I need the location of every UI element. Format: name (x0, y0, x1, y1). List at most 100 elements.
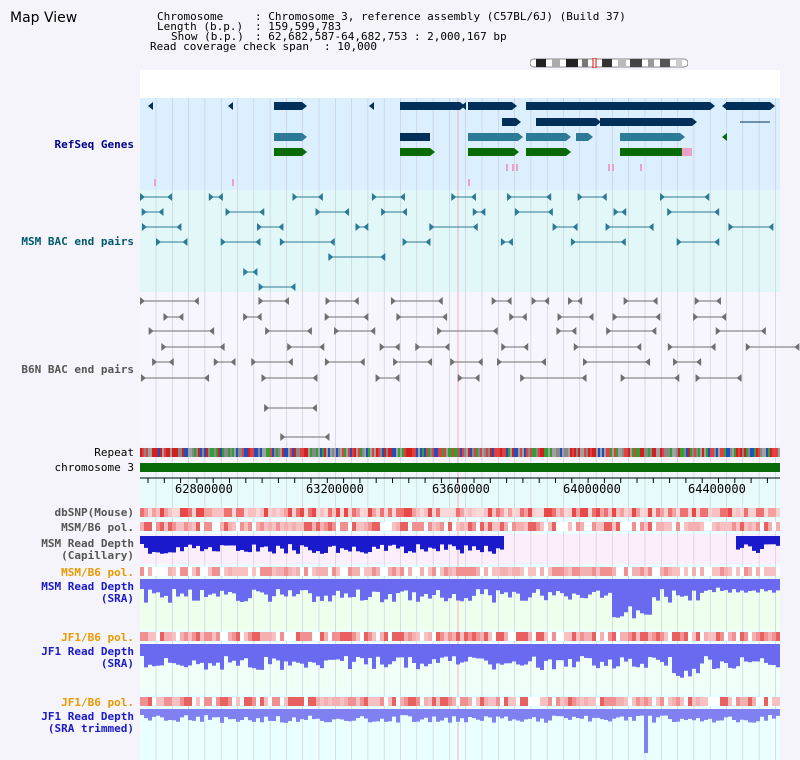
pol-cell (180, 522, 184, 531)
depth-bar (520, 579, 524, 601)
depth-bar (480, 536, 484, 553)
bac-end-pair (324, 313, 369, 321)
pol-cell (436, 522, 440, 531)
track-label-jf1-depth-trimmed[interactable]: JF1 Read Depth (SRA trimmed) (41, 710, 134, 735)
track-label-msm-depth-capillary[interactable]: MSM Read Depth (Capillary) (41, 537, 134, 562)
depth-bar (292, 644, 296, 662)
pol-cell (364, 522, 368, 531)
gene-feature (400, 148, 435, 156)
repeat-segment (572, 448, 574, 457)
track-label-msm-b6-pol-2[interactable]: MSM/B6 pol. (61, 566, 134, 579)
depth-bar (480, 709, 484, 721)
pol-cell (484, 632, 488, 641)
depth-bar (340, 536, 344, 549)
depth-bar (404, 579, 408, 591)
depth-bar (404, 536, 408, 554)
pol-cell (276, 567, 280, 576)
depth-bar (552, 709, 556, 716)
depth-bar (588, 644, 592, 659)
pol-cell (328, 632, 332, 641)
pol-cell (340, 632, 344, 641)
depth-bar (260, 579, 264, 593)
depth-bar (180, 536, 184, 552)
track-label-refseq[interactable]: RefSeq Genes (54, 138, 134, 151)
pol-cell (504, 522, 508, 531)
depth-bar (316, 579, 320, 597)
repeat-segment (200, 448, 202, 457)
page-title: Map View (10, 10, 78, 26)
track-label-repeat[interactable]: Repeat (94, 446, 134, 459)
track-label-jf1-b6-pol[interactable]: JF1/B6 pol. (61, 631, 134, 644)
pol-cell (472, 567, 476, 576)
depth-bar (632, 709, 636, 721)
depth-bar (732, 709, 736, 721)
bac-end-pair (450, 358, 483, 366)
repeat-segment (678, 448, 680, 457)
pol-cell (528, 567, 532, 576)
depth-bar (644, 579, 648, 615)
track-label-jf1-depth-sra[interactable]: JF1 Read Depth (SRA) (41, 645, 134, 670)
pol-cell (312, 632, 316, 641)
depth-bar (452, 709, 456, 717)
pol-cell (708, 632, 712, 641)
track-label-dbsnp[interactable]: dbSNP(Mouse) (54, 506, 134, 519)
pol-cell (484, 697, 488, 706)
depth-bar (248, 579, 252, 599)
depth-bar (188, 579, 192, 590)
repeat-segment (140, 448, 142, 457)
repeat-segment (740, 448, 742, 457)
repeat-segment (242, 448, 244, 457)
depth-bar (388, 579, 392, 595)
repeat-segment (694, 448, 696, 457)
dbsnp-cell (288, 508, 292, 517)
repeat-segment (270, 448, 272, 457)
pol-cell (640, 522, 644, 531)
repeat-segment (390, 448, 392, 457)
track-label-jf1-b6-pol-2[interactable]: JF1/B6 pol. (61, 696, 134, 709)
repeat-segment (742, 448, 744, 457)
pol-cell (440, 522, 444, 531)
pol-cell (308, 697, 312, 706)
repeat-segment (582, 448, 584, 457)
depth-bar (392, 709, 396, 717)
depth-bar (576, 579, 580, 595)
depth-bar (252, 709, 256, 722)
bac-end-pair (402, 238, 431, 246)
track-label-msm-bac[interactable]: MSM BAC end pairs (21, 235, 134, 248)
track-label-b6n-bac[interactable]: B6N BAC end pairs (21, 363, 134, 376)
repeat-segment (350, 448, 352, 457)
pol-cell (540, 697, 544, 706)
pol-cell (672, 697, 676, 706)
repeat-segment (524, 448, 526, 457)
pol-cell (348, 697, 352, 706)
pol-cell (392, 697, 396, 706)
bac-end-pair (429, 223, 478, 231)
track-label-msm-depth-sra[interactable]: MSM Read Depth (SRA) (41, 580, 134, 605)
pol-cell (228, 697, 232, 706)
bac-end-pair (261, 374, 318, 382)
depth-bar (444, 709, 448, 718)
depth-bar (604, 644, 608, 666)
pol-cell (432, 522, 436, 531)
repeat-segment (738, 448, 740, 457)
pol-cell (704, 567, 708, 576)
dbsnp-cell (532, 508, 536, 517)
depth-bar (340, 709, 344, 720)
repeat-segment (736, 448, 738, 457)
repeat-segment (450, 448, 452, 457)
pol-cell (208, 632, 212, 641)
repeat-segment (228, 448, 230, 457)
dbsnp-cell (392, 508, 396, 517)
track-label-msm-b6-pol[interactable]: MSM/B6 pol. (61, 521, 134, 534)
pol-cell (284, 632, 288, 641)
repeat-segment (546, 448, 548, 457)
depth-bar (364, 644, 368, 665)
pol-cell (140, 632, 144, 641)
pol-cell (444, 567, 448, 576)
depth-bar (656, 709, 660, 718)
depth-bar (380, 644, 384, 665)
pol-cell (308, 522, 312, 531)
depth-bar (504, 644, 508, 664)
depth-bar (352, 709, 356, 721)
track-label-chromosome[interactable]: chromosome 3 (54, 461, 134, 474)
